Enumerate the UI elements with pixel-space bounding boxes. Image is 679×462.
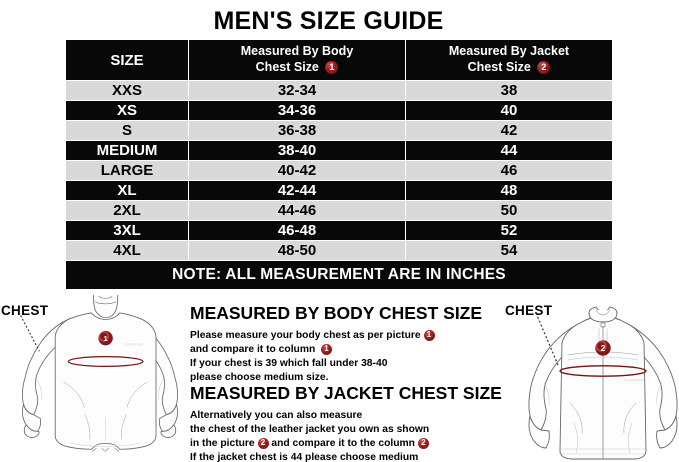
- svg-text:1: 1: [103, 334, 108, 343]
- svg-text:STOREFRONT: STOREFRONT: [624, 378, 645, 382]
- svg-text:STOREFRONT: STOREFRONT: [124, 343, 144, 347]
- svg-text:2: 2: [601, 344, 606, 353]
